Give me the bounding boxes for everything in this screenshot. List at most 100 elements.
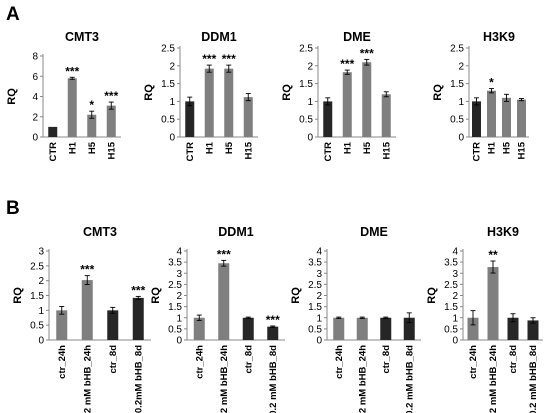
bar-ctr <box>48 126 58 137</box>
significance-label: *** <box>222 52 236 66</box>
x-tick-label: ctr_8d <box>243 345 254 374</box>
y-tick-label: 2.5 <box>168 280 182 291</box>
panel-letter-b: B <box>6 198 20 219</box>
x-tick-label: CTR <box>472 142 483 162</box>
y-axis-label: RQ <box>290 287 302 304</box>
bar-h1 <box>342 72 352 137</box>
y-tick-label: 4 <box>176 247 182 258</box>
bar-ctr-24h <box>467 317 479 340</box>
y-tick-label: 6 <box>32 72 38 83</box>
bar-h15 <box>106 105 116 137</box>
y-tick-label: 3.5 <box>444 258 458 269</box>
x-tick-label: 0.2 mM bHB_24h <box>82 345 93 413</box>
y-tick-label: 3.5 <box>308 258 322 269</box>
y-tick-label: 1.5 <box>450 79 464 90</box>
y-tick-label: 0.5 <box>30 321 44 332</box>
chart-title: DME <box>360 225 388 239</box>
y-axis-label: RQ <box>12 287 24 304</box>
y-tick-label: 2.5 <box>30 261 44 272</box>
bar-h15 <box>243 97 253 137</box>
panel-letter-a: A <box>6 4 20 25</box>
x-tick-label: CTR <box>185 142 196 162</box>
significance-label: *** <box>80 263 94 277</box>
chart-title: H3K9 <box>487 225 519 239</box>
bar-h1 <box>67 78 77 137</box>
x-tick-label: 0.2 mM bHB_24h <box>357 345 368 413</box>
x-tick-label: H1 <box>204 141 215 154</box>
x-tick-label: 0.2 mM bHB_8d <box>268 345 279 413</box>
bar-0-2-mm-bhb-24h <box>487 267 499 340</box>
bar-0-2mm-bhb-8d <box>132 297 144 340</box>
y-tick-label: 1 <box>458 97 464 108</box>
bar-ctr-8d <box>380 317 392 340</box>
bar-0-2-mm-bhb-8d <box>527 320 539 340</box>
x-tick-label: ctr_8d <box>508 345 519 374</box>
bar-h5 <box>224 68 234 137</box>
x-tick-label: ctr_8d <box>381 345 392 374</box>
x-tick-label: ctr_24h <box>468 345 479 379</box>
y-tick-label: 0.5 <box>450 115 464 126</box>
y-tick-label: 3 <box>38 247 44 258</box>
y-tick-label: 1.5 <box>161 79 175 90</box>
significance-label: *** <box>65 64 79 78</box>
bar-ctr-24h <box>193 317 205 340</box>
y-axis-label: RQ <box>281 84 293 101</box>
x-tick-label: ctr_8d <box>108 345 119 374</box>
x-tick-label: H5 <box>224 141 235 154</box>
bar-ctr <box>323 101 333 137</box>
significance-label: * <box>89 98 94 112</box>
y-tick-label: 0 <box>307 133 313 144</box>
y-tick-label: 1.5 <box>299 79 313 90</box>
bar-h5 <box>362 62 372 137</box>
significance-label: *** <box>340 57 354 71</box>
y-tick-label: 0.5 <box>444 324 458 335</box>
x-tick-label: H5 <box>87 141 98 154</box>
significance-label: *** <box>266 313 280 327</box>
x-tick-label: 0.2 mM bHB_8d <box>404 345 415 413</box>
chart-a-h3k9: H3K9 RQ 0 0.5 1 1.5 2 2.5 CTR * H1 H5 H15 <box>432 30 529 162</box>
significance-label: *** <box>131 283 145 297</box>
y-tick-label: 1.5 <box>444 302 458 313</box>
bar-h1 <box>487 90 496 137</box>
bar-h15 <box>517 99 526 137</box>
chart-title: DDM1 <box>218 225 253 239</box>
x-tick-label: H5 <box>502 141 513 154</box>
y-tick-label: 1 <box>452 313 458 324</box>
chart-b-dme: DME RQ 00.511.522.533.54 ctr_24h 0.2 mM bHB_… <box>290 225 421 413</box>
y-tick-label: 1 <box>176 313 182 324</box>
bar-0-2-mm-bhb-24h <box>81 280 93 340</box>
bar-ctr-8d <box>507 317 519 340</box>
chart-title: CMT3 <box>83 225 117 239</box>
y-tick-label: 3 <box>316 269 322 280</box>
y-tick-label: 0 <box>32 133 38 144</box>
significance-label: * <box>489 76 494 90</box>
y-tick-label: 2 <box>307 61 313 72</box>
y-tick-label: 3 <box>176 269 182 280</box>
y-axis-label: RQ <box>426 287 438 304</box>
x-tick-label: H5 <box>362 141 373 154</box>
chart-a-ddm1: DDM1 RQ 0 0.5 1 1.5 2 2.5 CTR *** H1 *** H5 H15 <box>143 30 258 162</box>
bar-h5 <box>87 114 97 137</box>
y-tick-label: 0.5 <box>299 115 313 126</box>
x-tick-label: ctr_24h <box>57 345 68 379</box>
y-tick-label: 1 <box>316 313 322 324</box>
bar-h5 <box>502 97 511 137</box>
x-tick-label: H1 <box>487 141 498 154</box>
x-tick-label: H15 <box>243 141 254 159</box>
chart-title: H3K9 <box>483 30 515 44</box>
significance-label: *** <box>202 52 216 66</box>
chart-b-h3k9: H3K9 RQ 00.511.522.533.54 ctr_24h ** 0.2 mM b… <box>426 225 543 413</box>
bar-h1 <box>204 68 214 137</box>
y-tick-label: 2 <box>458 61 464 72</box>
y-tick-label: 0.5 <box>168 324 182 335</box>
bar-h15 <box>381 94 391 137</box>
y-tick-label: 3 <box>452 269 458 280</box>
y-tick-label: 8 <box>32 52 38 63</box>
x-tick-label: 0.2mM bHB_8d <box>133 345 144 413</box>
y-tick-label: 1.5 <box>308 302 322 313</box>
x-tick-label: H15 <box>381 141 392 159</box>
y-tick-label: 4 <box>452 247 458 258</box>
y-tick-label: 2.5 <box>450 44 464 55</box>
y-tick-label: 2 <box>38 276 44 287</box>
